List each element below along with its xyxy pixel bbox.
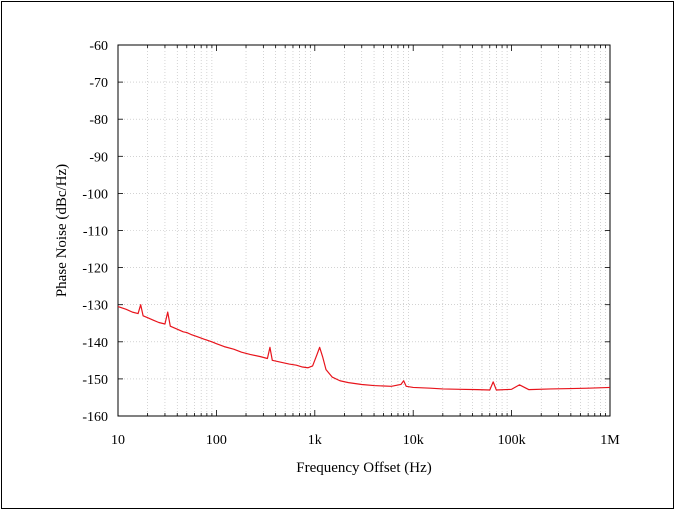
y-tick-label: -100 (82, 187, 108, 202)
y-tick-label: -120 (82, 262, 108, 277)
y-tick-label: -160 (82, 410, 108, 425)
grid (118, 45, 610, 416)
y-tick-label: -90 (89, 150, 108, 165)
y-tick-labels: -60 -70 -80 -90 -100 -110 -120 -130 -140 -150 -160 (82, 39, 108, 425)
y-tick-label: -150 (82, 373, 108, 388)
y-tick-label: -60 (89, 39, 108, 54)
x-axis-title: Frequency Offset (Hz) (296, 460, 432, 476)
x-tick-label: 100 (206, 433, 227, 448)
x-tick-label: 100k (498, 433, 526, 448)
axis-ticks (117, 44, 611, 417)
y-tick-label: -140 (82, 336, 108, 351)
phase-noise-series-line (117, 304, 611, 391)
x-tick-label: 1M (600, 433, 620, 448)
x-tick-label: 10 (111, 433, 125, 448)
x-tick-label: 1k (308, 433, 322, 448)
y-tick-label: -110 (83, 225, 108, 240)
y-axis-title: Phase Noise (dBc/Hz) (54, 164, 70, 297)
x-tick-labels: 10 100 1k 10k 100k 1M (111, 433, 620, 448)
y-tick-label: -70 (89, 76, 108, 91)
x-tick-label: 10k (403, 433, 424, 448)
y-tick-label: -130 (82, 299, 108, 314)
y-tick-label: -80 (89, 113, 108, 128)
